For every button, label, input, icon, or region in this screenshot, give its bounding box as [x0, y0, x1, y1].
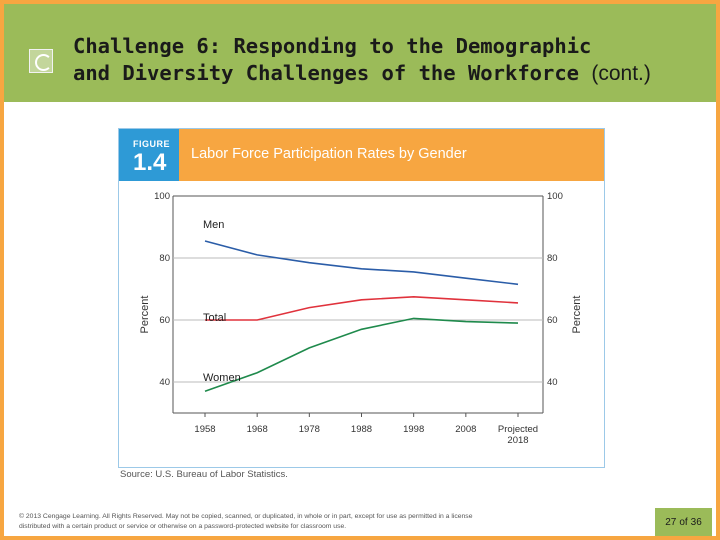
x-tick-label: 2018 — [507, 435, 528, 446]
copyright-notice: © 2013 Cengage Learning. All Rights Rese… — [19, 513, 473, 530]
figure-source: Source: U.S. Bureau of Labor Statistics. — [120, 469, 288, 480]
title-bar — [4, 4, 716, 102]
y-tick-label-left: 100 — [154, 191, 170, 202]
chart-title: Labor Force Participation Rates by Gende… — [191, 146, 467, 162]
title-line-1: Challenge 6: Responding to the Demograph… — [73, 33, 713, 60]
x-tick-label: Projected — [498, 424, 538, 435]
page-indicator: 27 of 36 — [655, 508, 712, 536]
y-axis-title-left: Percent — [139, 296, 151, 334]
x-tick-label: 1958 — [194, 424, 215, 435]
series-label-men: Men — [203, 219, 224, 231]
series-label-total: Total — [203, 312, 226, 324]
y-tick-label-right: 100 — [547, 191, 563, 202]
y-tick-label-right: 40 — [547, 377, 558, 388]
y-tick-label-right: 80 — [547, 253, 558, 264]
y-tick-label-left: 80 — [159, 253, 170, 264]
bullet-icon — [29, 49, 53, 73]
y-tick-label-left: 40 — [159, 377, 170, 388]
series-line-men — [204, 240, 519, 286]
figure-title-bar: Labor Force Participation Rates by Gende… — [179, 129, 604, 181]
series-line-total — [205, 295, 519, 321]
figure-tag: FIGURE 1.4 — [119, 129, 179, 181]
y-axis-title-right: Percent — [571, 296, 583, 334]
x-tick-label: 1968 — [247, 424, 268, 435]
page-total: 36 — [690, 516, 702, 528]
page-current: 27 — [665, 516, 677, 528]
x-tick-label: 1988 — [351, 424, 372, 435]
y-tick-label-right: 60 — [547, 315, 558, 326]
slide-title: Challenge 6: Responding to the Demograph… — [73, 33, 713, 87]
line-chart: 40 40 60 60 80 80 100 100 Percent Percent 1958 1968… — [139, 191, 583, 446]
x-tick-label: 1998 — [403, 424, 424, 435]
series-label-women: Women — [203, 372, 241, 384]
x-tick-label: 1978 — [299, 424, 320, 435]
title-prefix: Challenge 6: — [73, 34, 222, 58]
y-tick-label-left: 60 — [159, 315, 170, 326]
series-line-women — [204, 317, 519, 393]
title-line-2: and Diversity Challenges of the Workforc… — [73, 60, 713, 87]
figure-panel: FIGURE 1.4 Labor Force Participation Rat… — [118, 128, 605, 468]
page-of: of — [679, 516, 688, 528]
figure-number: 1.4 — [133, 149, 167, 176]
figure-label: FIGURE — [133, 139, 171, 149]
title-suffix: (cont.) — [591, 62, 651, 85]
title-line-2-text: and Diversity Challenges of the Workforc… — [73, 61, 580, 85]
x-tick-label: 2008 — [455, 424, 476, 435]
title-line-1-text: Responding to the Demographic — [233, 34, 592, 58]
circle-arc-icon — [35, 54, 52, 71]
